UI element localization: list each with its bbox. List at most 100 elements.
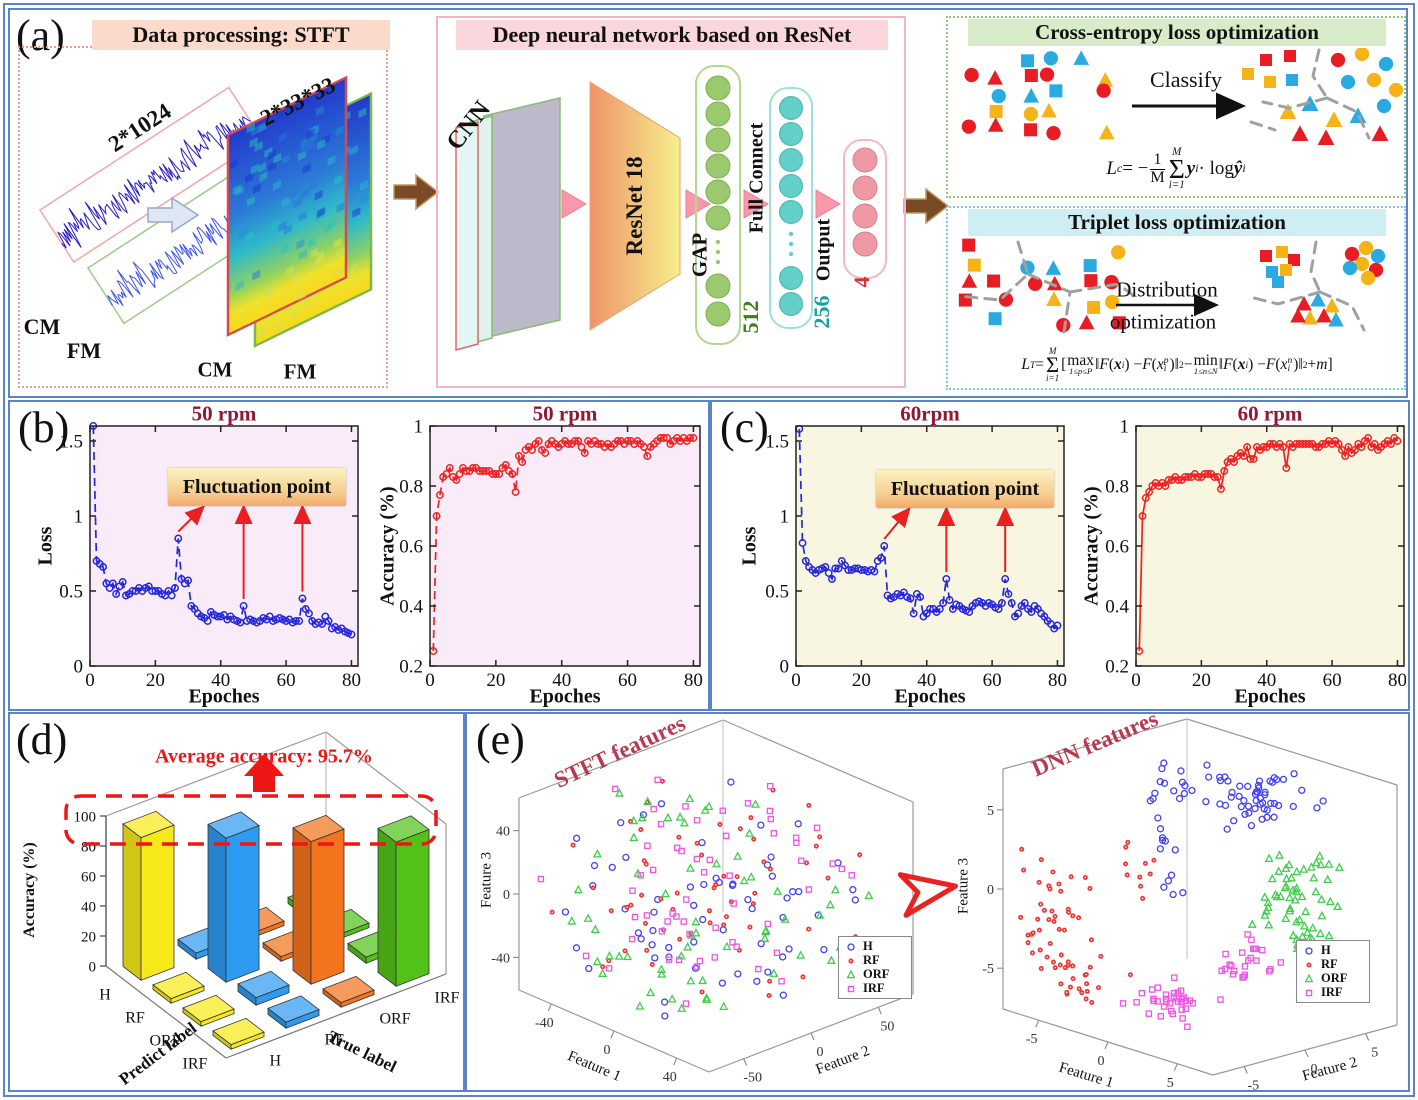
svg-text:0.6: 0.6 [1105, 537, 1129, 558]
formula-token: F [1223, 356, 1233, 373]
svg-text:5: 5 [1167, 1076, 1174, 1090]
formula-token: F [1142, 356, 1152, 373]
stft-header: Data processing: STFT [92, 20, 390, 50]
svg-text:-5: -5 [1026, 1032, 1038, 1047]
dim-512-label: 512 [738, 300, 763, 334]
dnn-graphic [455, 65, 887, 351]
svg-text:20: 20 [1192, 670, 1211, 691]
b-acc-xlabel: Epoches [529, 685, 601, 708]
legend-label: RF [863, 953, 880, 967]
panel-c-box [710, 400, 1410, 711]
legend-item: ORF [1302, 971, 1364, 985]
c-acc-title: 60 rpm [1237, 401, 1303, 426]
svg-text:5: 5 [987, 804, 994, 819]
legend-label: H [863, 939, 873, 953]
formula-token: m [1316, 356, 1328, 373]
svg-text:0: 0 [89, 960, 97, 976]
dim-4-label: 4 [849, 276, 874, 288]
svg-text:0: 0 [74, 657, 84, 678]
svg-text:0.5: 0.5 [765, 582, 789, 603]
svg-text:IRF: IRF [435, 990, 460, 1007]
svg-text:40: 40 [552, 670, 571, 691]
legend-item: IRF [1302, 985, 1364, 999]
e2-zlabel: Feature 3 [955, 857, 972, 915]
spectrogram-cm-label: CM [197, 357, 233, 382]
legend-marker-icon [1304, 973, 1314, 982]
panel-e-label: (e) [476, 715, 525, 764]
svg-text:0.5: 0.5 [59, 582, 83, 603]
svg-text:60: 60 [1323, 670, 1342, 691]
resnet-label: ResNet 18 [622, 156, 647, 256]
svg-text:H: H [99, 987, 111, 1004]
svg-text:ORF: ORF [149, 1033, 180, 1050]
svg-text:0.4: 0.4 [1105, 597, 1129, 618]
distribution-label-1: Distribution [1116, 277, 1218, 302]
formula-token: i [1245, 359, 1249, 371]
formula-token: x [1237, 356, 1246, 373]
svg-text:0.2: 0.2 [399, 657, 423, 678]
b-loss-xlabel: Epoches [188, 685, 260, 708]
c-loss-ylabel: Loss [738, 526, 761, 566]
panel-b-box [8, 400, 710, 711]
legend-marker-icon [846, 969, 856, 978]
formula-token: T [1029, 359, 1036, 371]
svg-text:-5: -5 [1247, 1079, 1259, 1091]
legend-marker-icon [1306, 962, 1312, 967]
dnn-features-scatter: -5 0 5 -5 0 5 -5 0 5 [982, 718, 1398, 1091]
b-acc-ylabel: Accuracy (%) [376, 486, 399, 606]
c-fluctuation-box: Fluctuation point [876, 470, 1054, 508]
flow-arrow-icon [393, 173, 440, 211]
distribution-label-2: optimization [1109, 309, 1217, 334]
flow-arrow-icon [903, 187, 950, 225]
svg-text:0.8: 0.8 [399, 477, 423, 498]
panel-d-box [8, 712, 465, 1092]
panel-a-box [8, 8, 1408, 398]
c-acc-ylabel: Accuracy (%) [1080, 486, 1103, 606]
svg-text:RF: RF [325, 1032, 345, 1049]
legend-label: ORF [863, 967, 890, 981]
svg-text:IRF: IRF [183, 1056, 208, 1073]
legend-item: IRF [844, 981, 906, 995]
formula-token: x [1156, 356, 1164, 373]
formula-token: L [1021, 356, 1030, 373]
formula-token: min 1≤n≤N [1193, 352, 1218, 377]
formula-token: ŷ [1233, 158, 1243, 179]
outer-border [3, 3, 1415, 1097]
svg-text:80: 80 [81, 840, 96, 856]
e1-zlabel: Feature 3 [478, 851, 495, 909]
svg-text:0: 0 [817, 1045, 824, 1060]
svg-text:60: 60 [277, 670, 296, 691]
legend-item: RF [1302, 957, 1364, 971]
svg-text:40: 40 [496, 825, 510, 840]
panel-e-box [465, 712, 1410, 1092]
legend-label: ORF [1321, 971, 1348, 985]
svg-text:20: 20 [146, 670, 165, 691]
cross-entropy-header-label: Cross-entropy loss optimization [1035, 20, 1319, 44]
legend-item: H [1302, 943, 1364, 957]
formula-token: F [1265, 356, 1276, 373]
legend-label: IRF [863, 981, 885, 995]
formula-token: 2 [1302, 359, 1308, 371]
output-label: Output [812, 218, 835, 282]
legend-marker-icon [847, 942, 855, 951]
svg-text:H: H [270, 1053, 282, 1070]
formula-token: y [1186, 158, 1196, 179]
legend-item: ORF [844, 967, 906, 981]
classify-label: Classify [1149, 67, 1223, 92]
svg-text:-40: -40 [491, 951, 510, 966]
svg-text:0.4: 0.4 [399, 597, 423, 618]
d-annotation: Average accuracy: 95.7% [155, 745, 373, 768]
fc-label: Full Connect [745, 122, 768, 234]
b-loss-title: 50 rpm [191, 401, 257, 426]
b-fluctuation-label: Fluctuation point [182, 475, 332, 498]
gap-label: GAP [687, 232, 712, 278]
formula-token: max 1≤p≤P [1067, 352, 1094, 377]
stft-header-label: Data processing: STFT [132, 22, 350, 47]
